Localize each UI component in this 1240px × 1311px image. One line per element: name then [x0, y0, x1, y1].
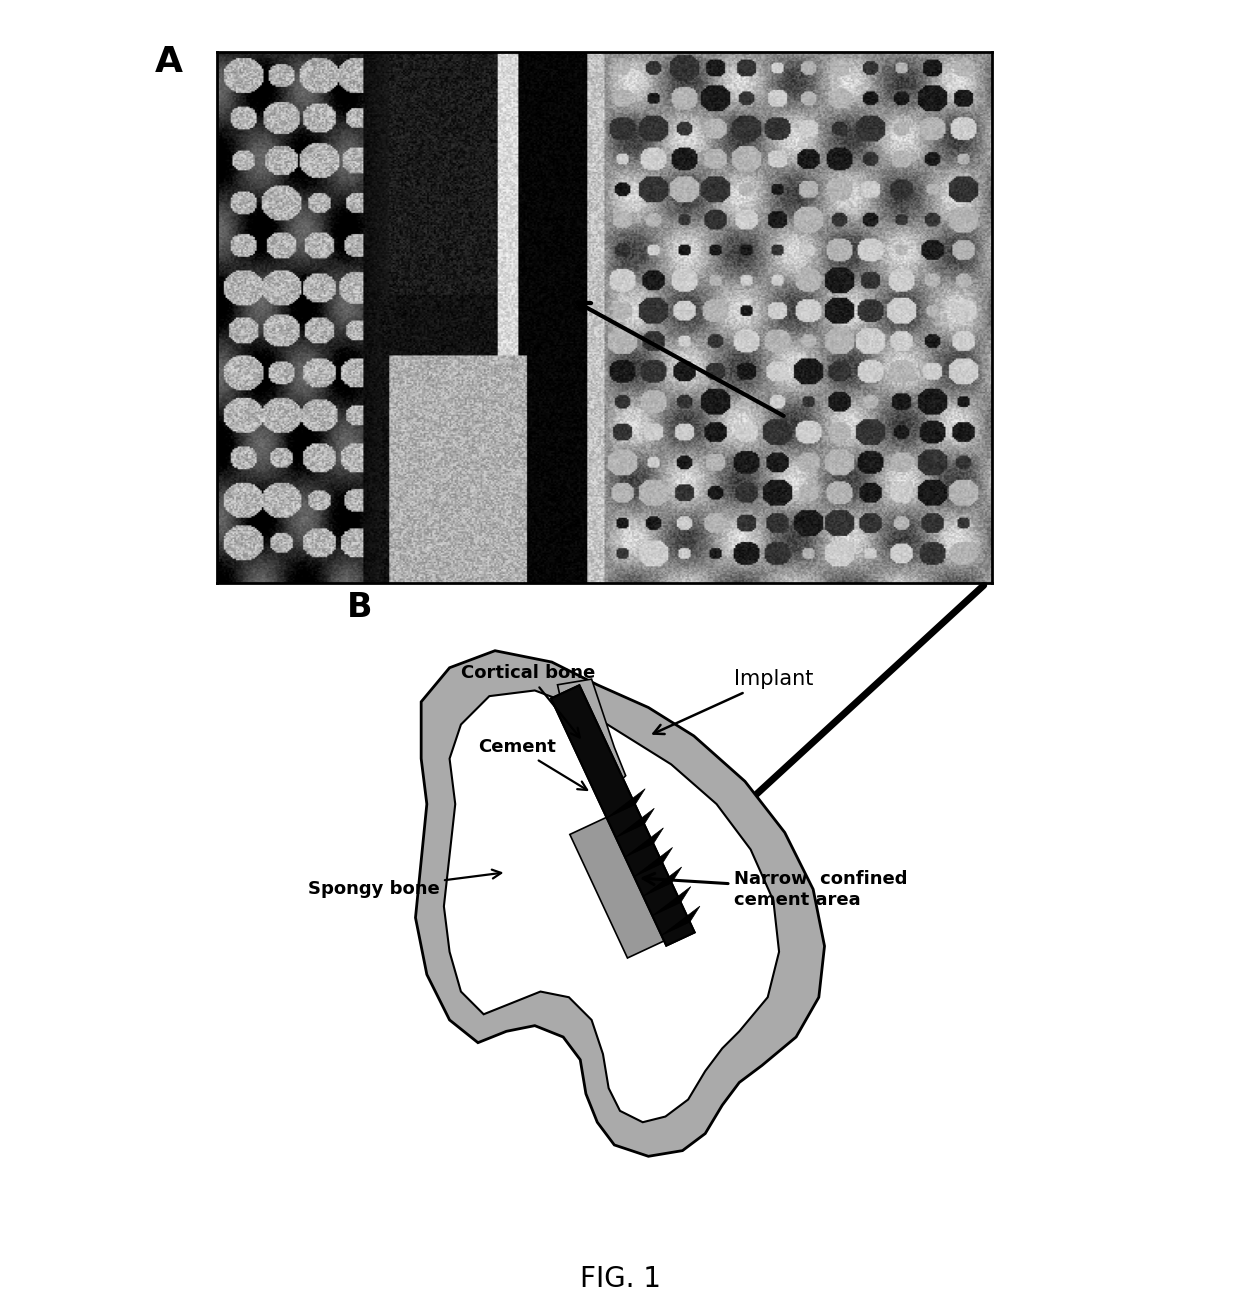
Polygon shape [634, 847, 672, 877]
Text: Cortical bone: Cortical bone [461, 665, 595, 738]
Text: B: B [347, 591, 373, 624]
Polygon shape [551, 686, 694, 945]
Polygon shape [606, 789, 645, 818]
Polygon shape [652, 886, 691, 916]
Polygon shape [625, 827, 663, 857]
Text: Spongy bone: Spongy bone [308, 869, 501, 898]
Polygon shape [558, 679, 626, 793]
Polygon shape [616, 809, 655, 838]
Text: FIG. 1: FIG. 1 [579, 1265, 661, 1294]
Polygon shape [415, 650, 825, 1156]
Polygon shape [644, 867, 682, 897]
Polygon shape [570, 809, 682, 958]
Polygon shape [661, 906, 699, 935]
Text: Implant: Implant [653, 669, 813, 734]
Text: Narrow  confined
cement area: Narrow confined cement area [644, 871, 908, 909]
Polygon shape [444, 691, 779, 1122]
Polygon shape [551, 686, 694, 945]
Text: Cement: Cement [477, 738, 587, 791]
Text: A: A [155, 45, 184, 79]
